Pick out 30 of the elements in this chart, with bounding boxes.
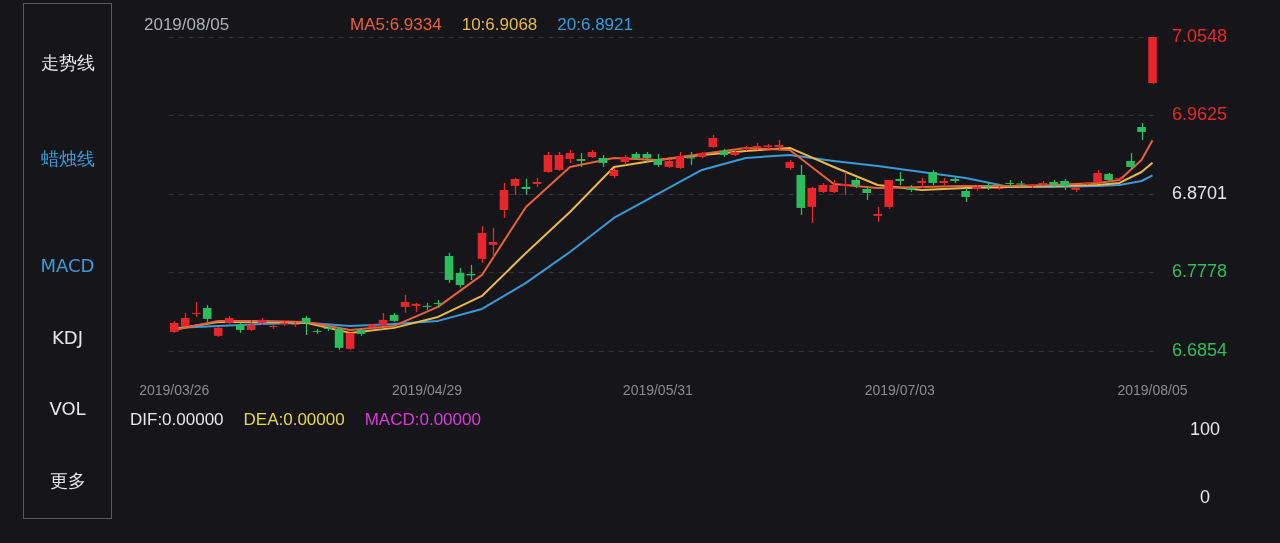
text: 2019/08/05 [144, 14, 230, 36]
text: VOL [48, 398, 87, 420]
x-tick-label: 2019/07/03 [864, 382, 935, 399]
text: 100 [1188, 418, 1221, 440]
candlestick [1148, 36, 1157, 85]
text: 20:6.8921 [557, 15, 633, 34]
text: 更多 [48, 470, 87, 492]
text: KDJ [51, 327, 84, 349]
candlestick [807, 186, 817, 224]
text: 10:6.9068 [461, 15, 538, 34]
x-tick-label: 2019/03/26 [139, 382, 210, 399]
y-tick-label: 6.6854 [1172, 339, 1228, 360]
candlestick [840, 171, 850, 196]
y-tick-label: 6.8701 [1172, 182, 1228, 203]
text: 蜡烛线 [39, 148, 96, 170]
text: 0 [1199, 486, 1211, 508]
text: MACD [39, 255, 96, 277]
x-tick-label: 2019/04/29 [392, 382, 463, 399]
y-tick-label: 6.9625 [1172, 104, 1228, 125]
text: DIF:0.00000 [130, 410, 224, 429]
text: 走势线 [39, 52, 96, 74]
y-tick-label: 7.0548 [1172, 25, 1228, 46]
x-tick-label: 2019/08/05 [1117, 382, 1188, 399]
x-tick-label: 2019/05/31 [622, 382, 694, 399]
y-tick-label: 6.7778 [1172, 261, 1228, 282]
candlestick [884, 179, 893, 210]
text: MA5:6.9334 [350, 15, 442, 34]
text: DEA:0.00000 [243, 410, 345, 429]
candlestick [796, 164, 806, 216]
text: MACD:0.00000 [364, 410, 481, 429]
